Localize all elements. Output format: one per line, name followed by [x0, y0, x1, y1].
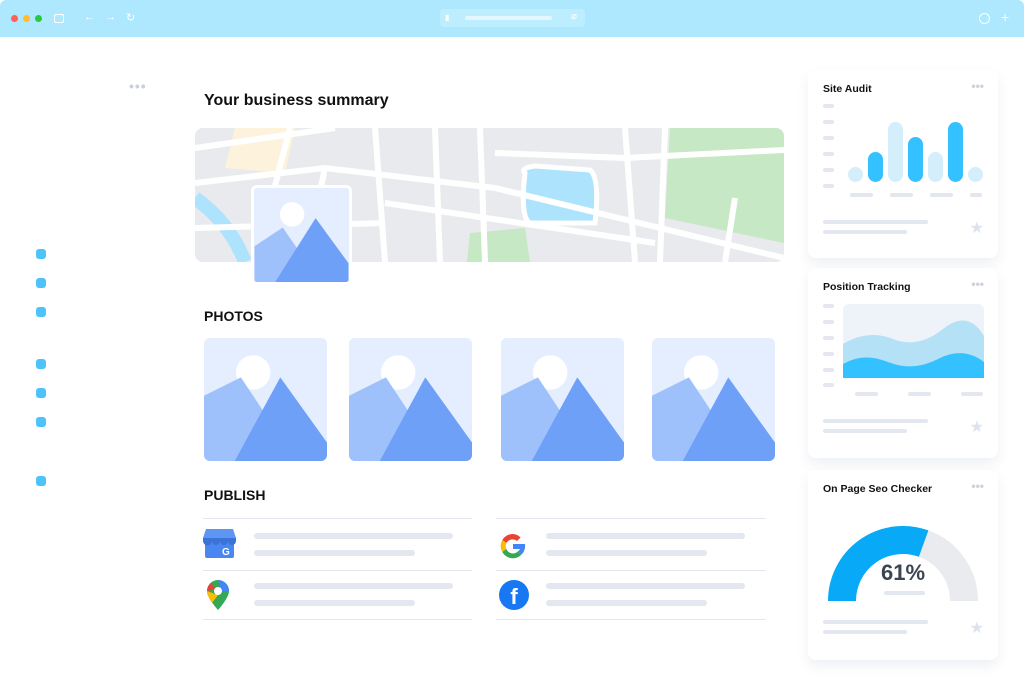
sidebar-item[interactable] [36, 476, 46, 486]
axis-tick [823, 152, 834, 156]
gauge-track [918, 530, 978, 602]
link-icon[interactable]: ⌀ [571, 11, 578, 22]
text-placeholder [823, 230, 907, 234]
photo-thumbnail[interactable] [652, 338, 775, 461]
business-profile-image[interactable] [251, 185, 352, 285]
text-placeholder [884, 591, 925, 595]
x-tick [890, 193, 913, 197]
divider [496, 619, 766, 620]
bar [928, 152, 943, 182]
back-icon[interactable]: ← [84, 11, 95, 23]
text-placeholder [823, 419, 928, 423]
bar [908, 137, 923, 182]
download-icon[interactable] [979, 13, 990, 24]
x-tick [855, 392, 878, 396]
photo-thumbnail[interactable] [501, 338, 624, 461]
x-tick [970, 193, 982, 197]
minimize-window-button[interactable] [23, 15, 30, 22]
sidebar-item[interactable] [36, 388, 46, 398]
seo-checker-card[interactable]: On Page Seo Checker ••• 61% ★ [808, 470, 998, 660]
area-chart [843, 304, 984, 378]
divider [496, 518, 766, 519]
card-title: On Page Seo Checker [823, 483, 933, 495]
lock-icon: ▮ [445, 13, 450, 22]
forward-icon[interactable]: → [105, 11, 116, 23]
sidebar-item[interactable] [36, 278, 46, 288]
sidebar-icon[interactable] [54, 14, 64, 23]
maximize-window-button[interactable] [35, 15, 42, 22]
facebook-icon[interactable]: f [499, 580, 529, 610]
bar [888, 122, 903, 182]
card-title: Position Tracking [823, 281, 911, 293]
axis-tick [823, 104, 834, 108]
gauge-fill [828, 526, 929, 602]
close-window-button[interactable] [11, 15, 18, 22]
photos-heading: PHOTOS [204, 308, 263, 324]
more-options-icon[interactable]: ••• [129, 78, 147, 94]
text-placeholder [254, 550, 415, 556]
bar [868, 152, 883, 182]
reload-icon[interactable]: ↻ [126, 12, 136, 24]
bar [848, 167, 863, 182]
position-tracking-card[interactable]: Position Tracking ••• ★ [808, 268, 998, 458]
x-tick [930, 193, 953, 197]
x-tick [908, 392, 931, 396]
divider [203, 518, 472, 519]
google-icon[interactable] [498, 531, 528, 561]
sidebar-item[interactable] [36, 249, 46, 259]
axis-tick [823, 320, 834, 324]
publish-heading: PUBLISH [204, 487, 266, 503]
axis-tick [823, 168, 834, 172]
url-placeholder [465, 16, 552, 20]
bar [968, 167, 983, 182]
bar [948, 122, 963, 182]
google-my-business-icon[interactable]: G [203, 529, 236, 558]
divider [203, 619, 472, 620]
google-maps-icon[interactable] [206, 580, 230, 610]
text-placeholder [823, 429, 907, 433]
text-placeholder [254, 533, 453, 539]
more-options-icon[interactable]: ••• [971, 277, 984, 291]
text-placeholder [546, 550, 707, 556]
sidebar-item[interactable] [36, 307, 46, 317]
more-options-icon[interactable]: ••• [971, 479, 984, 493]
svg-text:G: G [222, 547, 230, 558]
axis-tick [823, 120, 834, 124]
divider [203, 570, 472, 571]
browser-toolbar: ← → ↻ ▮ ⌀ + [0, 0, 1024, 37]
star-icon[interactable]: ★ [969, 220, 984, 237]
axis-tick [823, 304, 834, 308]
x-tick [850, 193, 873, 197]
more-options-icon[interactable]: ••• [971, 79, 984, 93]
new-tab-icon[interactable]: + [1001, 9, 1010, 25]
axis-tick [823, 184, 834, 188]
text-placeholder [823, 630, 907, 634]
text-placeholder [254, 583, 453, 589]
text-placeholder [254, 600, 415, 606]
text-placeholder [823, 620, 928, 624]
text-placeholder [546, 533, 745, 539]
photo-thumbnail[interactable] [204, 338, 327, 461]
text-placeholder [546, 583, 745, 589]
photo-thumbnail[interactable] [349, 338, 472, 461]
axis-tick [823, 336, 834, 340]
sidebar-item[interactable] [36, 359, 46, 369]
x-tick [961, 392, 983, 396]
axis-tick [823, 136, 834, 140]
site-audit-card[interactable]: Site Audit ••• ★ [808, 70, 998, 258]
star-icon[interactable]: ★ [969, 419, 984, 436]
score-value: 61% [880, 560, 926, 585]
sidebar-item[interactable] [36, 417, 46, 427]
axis-tick [823, 383, 834, 387]
star-icon[interactable]: ★ [969, 620, 984, 637]
axis-tick [823, 368, 834, 372]
text-placeholder [823, 220, 928, 224]
divider [496, 570, 766, 571]
text-placeholder [546, 600, 707, 606]
score-gauge [828, 526, 978, 602]
page-title: Your business summary [204, 92, 389, 109]
card-title: Site Audit [823, 83, 872, 95]
axis-tick [823, 352, 834, 356]
